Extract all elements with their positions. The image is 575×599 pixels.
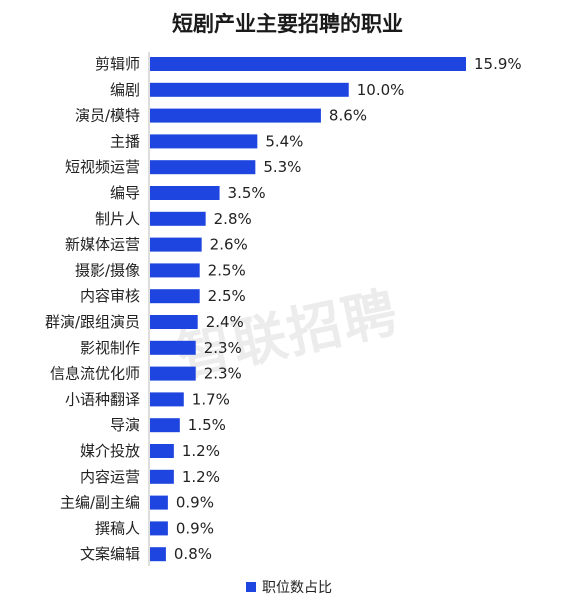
value-label: 2.5% [208,261,246,279]
value-label: 1.2% [182,468,220,486]
category-label: 内容审核 [80,287,140,305]
category-label: 剪辑师 [95,55,140,73]
bar [150,263,200,278]
category-label: 影视制作 [80,339,140,357]
value-label: 0.9% [176,519,214,537]
category-label: 短视频运营 [65,158,140,176]
category-label: 演员/模特 [75,107,140,125]
legend-label: 职位数占比 [262,580,332,596]
bar [150,521,168,536]
category-label: 媒介投放 [80,442,140,460]
bar [150,211,206,226]
bar [150,469,174,484]
bar [150,495,168,510]
bar [150,392,184,407]
category-label: 编导 [110,184,140,202]
legend: 职位数占比 [246,577,332,597]
category-label: 制片人 [95,210,140,228]
value-label: 10.0% [357,81,405,99]
category-label: 导演 [110,416,140,434]
bar [150,186,220,200]
value-label: 2.3% [204,365,242,383]
category-label: 内容运营 [80,468,140,486]
legend-swatch [246,582,256,592]
value-label: 2.8% [214,210,252,228]
value-label: 1.5% [188,416,226,434]
value-label: 1.7% [192,390,230,408]
bar [150,340,196,355]
value-label: 15.9% [474,55,522,73]
value-label: 2.6% [210,236,248,254]
category-label: 撰稿人 [95,519,140,537]
bar [150,315,198,329]
category-label: 群演/跟组演员 [45,313,140,331]
category-label: 文案编辑 [80,545,140,563]
value-label: 3.5% [228,184,266,202]
bar [150,418,180,433]
bar [150,444,174,458]
category-label: 新媒体运营 [65,236,140,254]
bar [150,82,349,97]
value-label: 5.3% [263,158,301,176]
value-label: 2.4% [206,313,244,331]
bar [150,547,166,562]
value-label: 5.4% [265,132,303,150]
value-label: 0.9% [176,494,214,512]
value-label: 1.2% [182,442,220,460]
category-label: 主播 [110,132,140,150]
bar [150,366,196,381]
category-label: 小语种翻译 [65,390,140,408]
bar [150,108,321,123]
value-label: 8.6% [329,107,367,125]
value-label: 0.8% [174,545,212,563]
category-label: 摄影/摄像 [75,261,140,279]
value-label: 2.5% [208,287,246,305]
chart-title: 短剧产业主要招聘的职业 [172,12,403,36]
category-label: 主编/副主编 [60,494,140,512]
bars-group: 剪辑师 15.9% 编剧 10.0% 演员/模特 8.6% 主播 5.4% 短视频运营 5.3% 编… [45,55,522,563]
bar [150,57,466,71]
category-label: 信息流优化师 [50,365,140,383]
bar [150,160,256,175]
bar [150,289,200,304]
bar [150,134,258,149]
category-label: 编剧 [110,81,140,99]
bar [150,237,202,252]
value-label: 2.3% [204,339,242,357]
